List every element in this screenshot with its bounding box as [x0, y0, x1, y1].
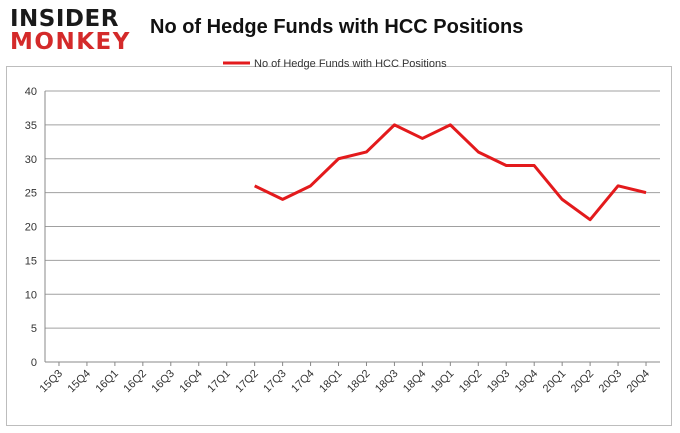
x-tick-label: 19Q1	[429, 368, 457, 396]
x-tick-label: 16Q3	[149, 368, 177, 396]
x-tick-label: 20Q1	[541, 368, 569, 396]
x-tick-label: 17Q3	[261, 368, 289, 396]
x-tick-label: 18Q2	[345, 368, 373, 396]
x-tick-label: 18Q4	[401, 368, 429, 396]
logo-line-1: INSIDER	[10, 6, 119, 32]
y-tick-label: 35	[25, 120, 37, 132]
y-tick-label: 10	[25, 289, 37, 301]
y-tick-label: 25	[25, 188, 37, 200]
legend-label: No of Hedge Funds with HCC Positions	[254, 58, 447, 70]
x-tick-label: 17Q4	[289, 368, 317, 396]
y-tick-label: 15	[25, 255, 37, 267]
x-tick-label: 19Q4	[513, 368, 541, 396]
x-tick-label: 20Q3	[597, 368, 625, 396]
y-tick-label: 40	[25, 86, 37, 98]
x-tick-label: 20Q4	[625, 368, 653, 396]
y-tick-label: 20	[25, 222, 37, 234]
y-tick-label: 30	[25, 154, 37, 166]
x-tick-label: 18Q3	[373, 368, 401, 396]
series-lines	[254, 123, 647, 222]
legend: No of Hedge Funds with HCC Positions	[223, 58, 447, 70]
x-tick-label: 17Q2	[233, 368, 261, 396]
y-tick-label: 0	[31, 357, 37, 369]
x-tick-label: 19Q2	[457, 368, 485, 396]
grid-lines	[44, 90, 660, 363]
x-tick-label: 20Q2	[569, 368, 597, 396]
x-tick-label: 19Q3	[485, 368, 513, 396]
x-tick-label: 16Q2	[121, 368, 149, 396]
series-line-0	[254, 123, 647, 222]
x-tick-label: 17Q1	[205, 368, 233, 396]
x-tick-label: 16Q1	[93, 368, 121, 396]
x-tick-label: 15Q4	[66, 368, 94, 396]
logo-line-2: MONKEY	[10, 29, 131, 55]
y-axis-ticks: 0 5 10 15 20 25 30 35 40	[25, 86, 37, 369]
insider-monkey-logo: INSIDER MONKEY	[10, 6, 131, 56]
x-tick-label: 18Q1	[317, 368, 345, 396]
x-tick-label: 16Q4	[177, 368, 205, 396]
x-axis-ticks: 15Q3 15Q4 16Q1 16Q2 16Q3 16Q4 17Q1 17Q2 17Q3 17Q4…	[38, 362, 653, 396]
chart-title: No of Hedge Funds with HCC Positions	[150, 16, 524, 38]
chart-frame	[6, 66, 672, 426]
y-tick-label: 5	[31, 323, 37, 335]
x-tick-label: 15Q3	[38, 368, 66, 396]
